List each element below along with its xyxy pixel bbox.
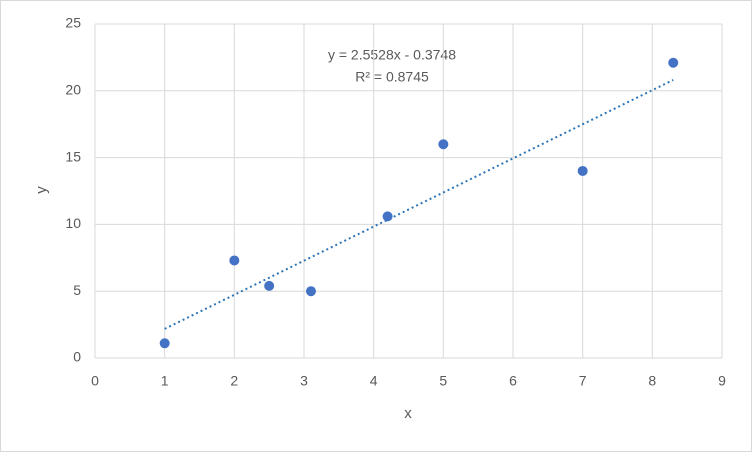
- point: [159, 338, 170, 349]
- y-tick-label: 15: [65, 148, 81, 164]
- x-tick-label: 4: [370, 373, 378, 389]
- point: [577, 165, 588, 176]
- x-tick-label: 8: [648, 373, 656, 389]
- x-tick-label: 2: [230, 373, 238, 389]
- trendline-equation: y = 2.5528x - 0.3748: [328, 47, 456, 63]
- x-tick-label: 5: [439, 373, 447, 389]
- x-tick-label: 1: [161, 373, 169, 389]
- x-tick-label: 9: [718, 373, 726, 389]
- point: [264, 280, 275, 291]
- y-tick-label: 5: [73, 282, 81, 298]
- trendline: [164, 79, 674, 330]
- point: [305, 286, 316, 297]
- point: [229, 255, 240, 266]
- point: [668, 57, 679, 68]
- x-tick-label: 7: [579, 373, 587, 389]
- point: [382, 211, 393, 222]
- x-axis-title: x: [404, 405, 412, 422]
- x-tick-label: 3: [300, 373, 308, 389]
- y-axis-title: y: [33, 186, 50, 194]
- point: [438, 139, 449, 150]
- y-tick-label: 25: [65, 15, 81, 31]
- y-tick-label: 10: [65, 215, 81, 231]
- y-tick-label: 20: [65, 82, 81, 98]
- trendline-r-squared: R² = 0.8745: [355, 69, 429, 85]
- y-tick-label: 0: [73, 349, 81, 365]
- x-tick-label: 0: [91, 373, 99, 389]
- x-tick-label: 6: [509, 373, 517, 389]
